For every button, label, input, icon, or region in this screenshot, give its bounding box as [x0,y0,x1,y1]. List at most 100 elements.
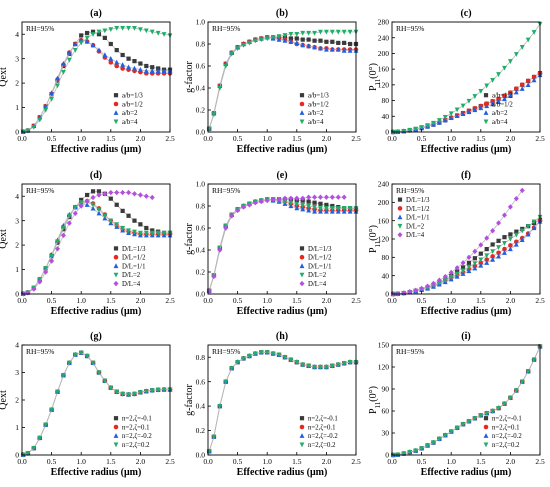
y-tick-label: 280 [378,18,390,27]
data-point [66,57,72,63]
data-point [455,269,460,274]
data-point [329,46,335,52]
x-tick-label: 1.5 [476,457,486,466]
x-tick-label: 0.0 [203,134,213,143]
data-point [84,353,90,359]
x-tick-label: 0.5 [47,457,57,466]
data-point [318,201,323,206]
data-point [513,89,519,95]
data-point [413,287,419,294]
data-point [43,266,49,272]
data-point [324,208,329,214]
data-point [288,203,294,209]
data-point [483,433,489,438]
x-tick-label: 1.5 [106,457,116,466]
data-point [490,254,495,259]
data-point [161,32,167,37]
data-point [442,278,448,283]
data-point [483,119,489,125]
data-point [217,404,223,409]
data-point [126,228,131,234]
legend-label: n=2,ζ=0.2 [308,442,336,449]
data-point [78,350,84,356]
data-point [43,269,49,275]
y-axis-label: g-factor [184,223,195,255]
data-point [235,360,240,365]
legend-label: n=2,ζ=-0.2 [122,433,152,440]
data-point [341,206,347,211]
x-tick-label: 2.0 [506,134,516,143]
x-tick-label: 0.0 [17,134,27,143]
data-point [442,114,448,120]
data-point [347,206,353,211]
data-point [324,206,329,211]
annotation: RH=95% [396,347,424,356]
data-point [282,355,288,360]
y-tick-label: 0.4 [196,84,206,93]
x-tick-label: 1.0 [447,296,457,305]
y-tick-label: 120 [378,80,390,89]
data-point [525,37,531,43]
legend-label: D/L=1/1 [122,263,145,270]
data-point [407,127,413,133]
data-point [235,207,241,214]
data-point [483,442,489,448]
x-tick-label: 2.0 [506,457,516,466]
data-point [531,219,537,225]
data-point [336,40,341,45]
annotation: RH=95% [212,186,240,195]
data-point [306,194,312,200]
data-point [31,125,37,130]
data-point [496,250,501,256]
panel-label: (b) [276,8,288,19]
data-point [484,83,490,89]
data-point [490,228,496,234]
data-point [431,120,436,126]
data-point [108,60,114,65]
data-point [138,61,143,66]
data-point [413,126,419,132]
data-point [25,128,31,134]
legend-label: n=2,ζ=0.1 [308,424,335,431]
data-point [90,202,96,208]
data-point [113,101,119,107]
legend-label: n=2,ζ=0.2 [492,442,520,449]
data-point [490,249,496,255]
legend-label: n=2,ζ=0.1 [122,424,149,431]
data-point [347,360,353,365]
data-point [312,194,318,200]
data-point [120,225,126,231]
data-point [466,260,472,265]
data-point [102,213,108,219]
x-tick-label: 2.0 [322,296,332,305]
data-point [143,68,149,73]
data-point [502,235,507,240]
data-point [276,34,282,39]
y-axis-label: P11(0°) [368,386,382,414]
y-tick-label: 0.8 [196,353,206,362]
annotation: RH=95% [396,24,424,33]
y-axis-label: Qext [0,390,9,410]
data-point [258,350,264,356]
data-point [114,202,119,207]
data-point [211,273,217,280]
data-point [502,246,507,252]
data-point [282,199,288,205]
data-point [294,360,300,365]
y-tick-label: 3 [15,216,19,225]
data-point [60,232,66,239]
data-point [341,194,347,200]
data-point [335,362,341,368]
data-point [306,30,312,36]
y-tick-label: 0 [385,290,389,299]
data-point [478,257,484,263]
panel-label: (h) [276,331,288,342]
data-point [448,111,454,117]
x-axis-label: Effective radius (μm) [51,144,142,155]
data-point [448,269,454,276]
data-point [329,363,335,369]
y-tick-label: 2 [15,396,19,405]
data-point [294,201,300,207]
data-point [472,265,478,271]
data-point [300,362,306,368]
